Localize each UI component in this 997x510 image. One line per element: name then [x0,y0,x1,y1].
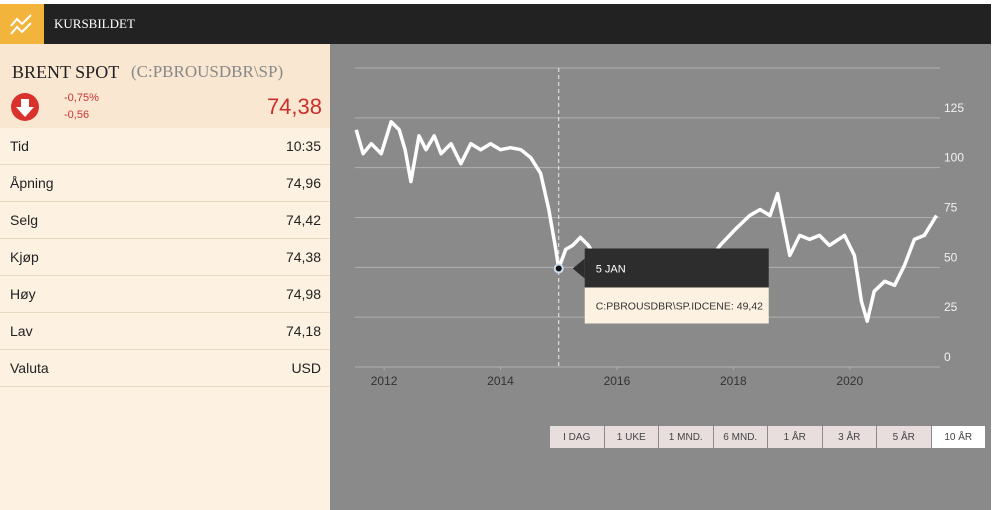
row-value: USD [291,360,321,376]
tooltip-pointer [572,258,585,279]
range-buttons: I DAG 1 UKE 1 MND. 6 MND. 1 ÅR 3 ÅR 5 ÅR 10 ÅR [550,426,986,448]
row-label: Valuta [10,360,49,376]
detail-row: Kjøp 74,38 [0,239,330,276]
quote-name: BRENT SPOT [12,62,120,82]
tooltip-head [584,248,769,288]
quote-summary: BRENT SPOT (C:PBROUSDBR\SP) -0,75% -0,56… [0,44,330,128]
top-bar: KURSBILDET [0,4,991,44]
row-label: Kjøp [10,249,39,265]
x-tick-label: 2018 [720,374,747,388]
range-button[interactable]: 1 MND. [659,426,713,448]
range-button[interactable]: 10 ÅR [931,426,985,448]
tooltip-text: C:PBROUSDBR\SP.IDCENE: 49,42 [596,300,763,312]
x-tick-label: 2020 [836,374,863,388]
detail-row: Åpning 74,96 [0,165,330,202]
tooltip-body [584,287,769,324]
quote-panel: BRENT SPOT (C:PBROUSDBR\SP) -0,75% -0,56… [0,44,330,510]
row-value: 74,38 [285,249,321,265]
detail-row: Høy 74,98 [0,276,330,313]
change: -0,56 [64,109,90,121]
detail-row: Valuta USD [0,350,330,387]
row-label: Høy [10,286,36,302]
y-tick-label: 125 [944,101,964,115]
row-value: 74,42 [285,212,321,228]
row-value: 74,96 [285,175,321,191]
y-tick-label: 100 [944,151,964,165]
x-tick-label: 2016 [604,374,631,388]
y-tick-label: 50 [944,250,958,264]
y-tick-label: 75 [944,201,958,215]
down-arrow [11,93,39,121]
price: 74,38 [266,94,322,119]
row-value: 74,98 [285,286,321,302]
detail-row: Lav 74,18 [0,313,330,350]
range-button[interactable]: 6 MND. [713,426,767,448]
detail-row: Tid 10:35 [0,128,330,165]
x-tick-label: 2012 [371,374,398,388]
row-label: Tid [10,138,29,154]
hover-point [553,263,564,274]
chart: 0 25 50 75 100 125 2012 2014 2016 2018 2020 5 JAN C:… [354,67,964,388]
y-tick-label: 0 [944,350,951,364]
header-title: KURSBILDET [54,16,135,31]
range-button[interactable]: 3 ÅR [822,426,876,448]
x-tick-label: 2014 [487,374,514,388]
details: Tid 10:35 Åpning 74,96 Selg 74,42 Kjøp 74,38 Høy… [0,128,330,387]
range-button[interactable]: 1 UKE [604,426,658,448]
range-button[interactable]: I DAG [550,426,604,448]
quote-symbol: (C:PBROUSDBR\SP) [131,62,284,81]
y-tick-label: 25 [944,300,958,314]
icon [10,14,32,35]
row-label: Selg [10,212,39,228]
tooltip-date: 5 JAN [596,263,626,275]
range-button[interactable]: 1 ÅR [768,426,822,448]
row-label: Lav [10,323,33,339]
row-label: Åpning [10,175,54,191]
change-pct: -0,75% [64,92,99,104]
row-value: 10:35 [285,138,321,154]
range-button[interactable]: 5 ÅR [877,426,931,448]
detail-row: Selg 74,42 [0,202,330,239]
row-value: 74,18 [285,323,321,339]
logo-icon [0,4,44,44]
